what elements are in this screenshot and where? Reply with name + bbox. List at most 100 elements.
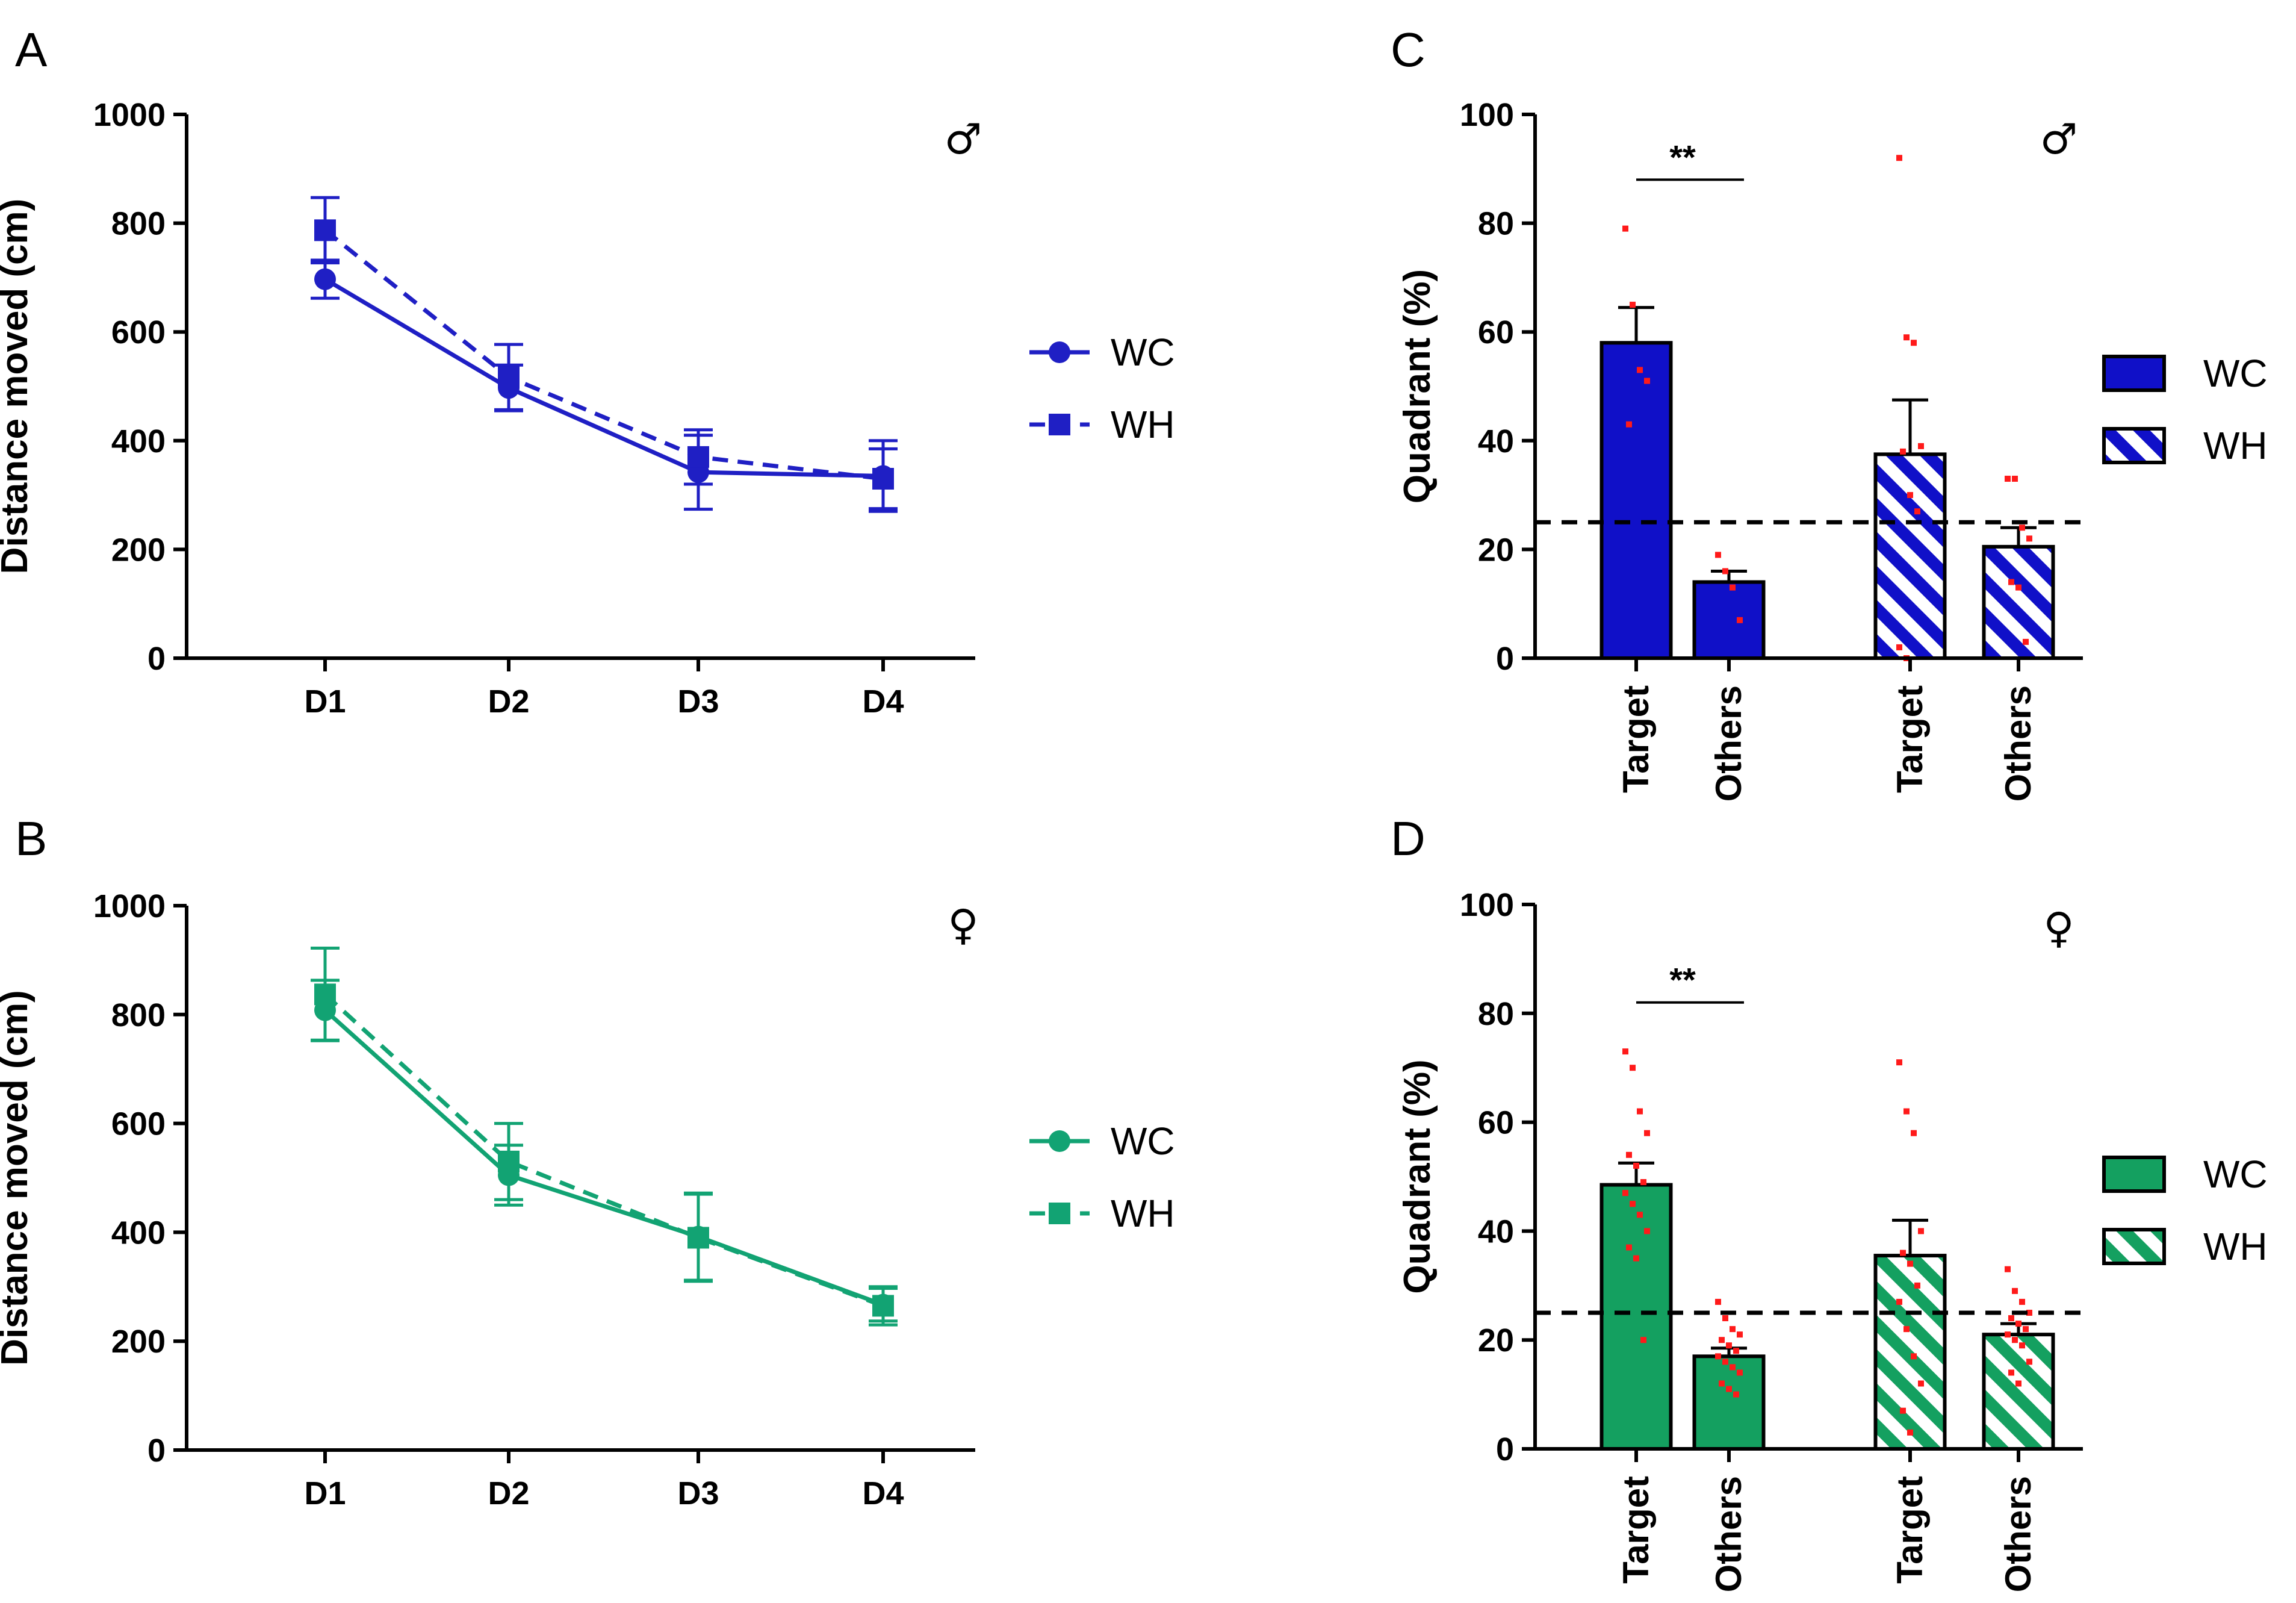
individual-point — [1737, 617, 1743, 623]
y-tick-label: 0 — [147, 1433, 166, 1469]
legend-swatch-wh — [2102, 427, 2166, 464]
individual-point — [1907, 1429, 1913, 1436]
individual-point — [1644, 1130, 1650, 1136]
individual-point — [2023, 638, 2029, 645]
individual-point — [2015, 1321, 2021, 1327]
individual-point — [2005, 1266, 2011, 1272]
individual-point — [1630, 302, 1636, 308]
individual-point — [1715, 1298, 1721, 1305]
individual-point — [1733, 1348, 1739, 1354]
individual-point — [1914, 1282, 1920, 1289]
y-tick-label: 600 — [111, 314, 166, 350]
panel-letter-a: A — [15, 23, 48, 76]
individual-point — [1722, 568, 1728, 574]
legend-marker — [1049, 341, 1070, 363]
individual-point — [1715, 1353, 1721, 1360]
individual-point — [1904, 1326, 1910, 1333]
y-tick-label: 60 — [1478, 1105, 1514, 1141]
individual-point — [1911, 1353, 1917, 1360]
individual-point — [1737, 1369, 1743, 1376]
legend-label: WH — [2203, 1225, 2268, 1268]
individual-point — [2015, 584, 2021, 591]
x-tick-label: D3 — [677, 1475, 719, 1511]
individual-point — [1914, 508, 1920, 515]
individual-point — [2023, 1326, 2029, 1333]
individual-point — [2019, 1342, 2025, 1349]
individual-point — [1630, 1065, 1636, 1071]
individual-point — [1622, 225, 1628, 232]
individual-point — [2019, 1298, 2025, 1305]
data-point-wh — [687, 446, 709, 468]
data-point-wh — [314, 983, 336, 1006]
individual-point — [1644, 378, 1650, 384]
y-tick-label: 100 — [1460, 887, 1514, 923]
x-tick-label: Others — [1998, 1476, 2038, 1592]
individual-point — [1900, 1407, 1906, 1414]
bar-chart-c: 0 20 40 60 80 100 Quadrant (%) Target Others Targ… — [1397, 97, 2268, 802]
data-point-wh — [687, 1227, 709, 1249]
x-tick-label: Target — [1890, 685, 1930, 793]
panel-letter-b: B — [15, 812, 47, 865]
legend-label: WC — [1111, 1119, 1175, 1163]
x-tick-label: D2 — [488, 683, 529, 720]
individual-point — [2005, 1331, 2011, 1338]
y-tick-label: 800 — [111, 997, 166, 1033]
male-symbol-a: ♂ — [945, 114, 982, 164]
individual-point — [2026, 1310, 2032, 1316]
y-tick-label: 400 — [111, 423, 166, 459]
y-axis-title: Distance moved (cm) — [0, 990, 36, 1366]
individual-point — [1640, 1179, 1646, 1186]
individual-point — [2005, 476, 2011, 482]
x-tick-label: D4 — [862, 683, 904, 720]
legend-marker — [1049, 414, 1070, 435]
y-tick-label: 400 — [111, 1215, 166, 1251]
data-point-wh — [314, 219, 336, 241]
legend-label: WH — [1111, 403, 1175, 446]
individual-point — [2026, 1359, 2032, 1365]
series-line-wh — [323, 992, 884, 1308]
individual-point — [2012, 476, 2018, 482]
individual-point — [1626, 1151, 1632, 1158]
series-line-wh — [323, 228, 884, 481]
y-axis-title: Distance moved (cm) — [0, 199, 36, 574]
line-chart-a: 0 200 400 600 800 1000 Distance moved (cm) D1 D2… — [0, 97, 1175, 720]
individual-point — [1626, 1244, 1632, 1251]
individual-point — [1918, 443, 1924, 449]
bar-wh-target — [1873, 452, 1947, 660]
individual-point — [1900, 1250, 1906, 1256]
y-tick-label: 1000 — [93, 888, 166, 924]
individual-point — [1896, 644, 1902, 650]
legend-label: WC — [1111, 331, 1175, 374]
individual-point — [2008, 1369, 2014, 1376]
individual-point — [1726, 1342, 1732, 1349]
individual-point — [1730, 1364, 1736, 1371]
x-tick-label: D3 — [677, 683, 719, 720]
y-tick-label: 1000 — [93, 97, 166, 133]
bar-wc-target — [1599, 341, 1673, 660]
y-tick-label: 40 — [1478, 423, 1514, 459]
individual-point — [1630, 1201, 1636, 1207]
individual-point — [1644, 1228, 1650, 1234]
panel-letter-d: D — [1391, 812, 1426, 865]
significance-label: ** — [1669, 138, 1696, 176]
individual-point — [1715, 552, 1721, 558]
y-axis-title: Quadrant (%) — [1397, 1059, 1438, 1293]
individual-point — [1637, 1108, 1643, 1115]
y-tick-label: 40 — [1478, 1213, 1514, 1250]
female-symbol-d: ♀ — [2043, 903, 2074, 953]
y-tick-label: 80 — [1478, 996, 1514, 1032]
x-tick-label: Others — [1708, 1476, 1749, 1592]
y-tick-label: 0 — [147, 641, 166, 677]
data-point-wh — [498, 366, 520, 388]
line-chart-b: 0 200 400 600 800 1000 Distance moved (cm) D1 D2… — [0, 888, 1175, 1511]
legend-label: WH — [1111, 1192, 1175, 1235]
individual-point — [2008, 579, 2014, 585]
legend-swatch-wc — [2102, 355, 2166, 392]
bar-chart-d: 0 20 40 60 80 100 Quadrant (%) Target Others Targ… — [1397, 887, 2268, 1592]
individual-point — [1911, 1130, 1917, 1136]
individual-point — [1896, 1298, 1902, 1305]
individual-point — [1633, 1255, 1639, 1262]
legend-marker — [1049, 1203, 1070, 1224]
individual-point — [1907, 492, 1913, 499]
